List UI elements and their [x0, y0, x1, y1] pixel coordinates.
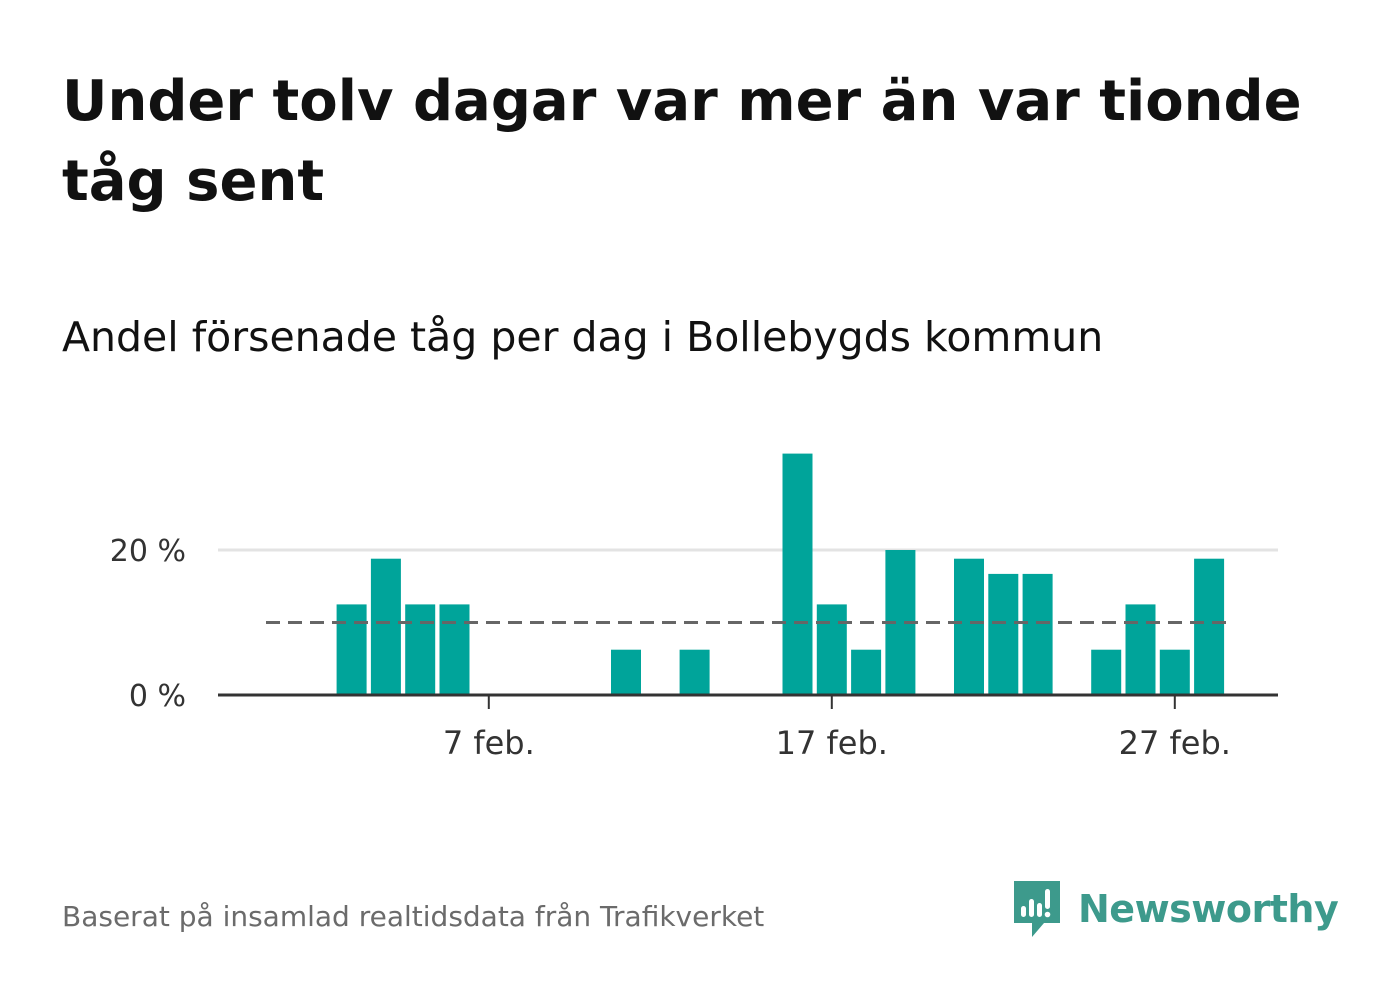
bar [1159, 649, 1190, 695]
bar [988, 573, 1019, 695]
bar [1125, 604, 1156, 695]
y-tick-label: 0 % [129, 679, 186, 714]
bar [1091, 649, 1122, 695]
newsworthy-logo-icon [1014, 881, 1060, 937]
x-tick-label: 17 feb. [776, 724, 888, 762]
bar [439, 604, 470, 695]
brand-name: Newsworthy [1078, 887, 1339, 931]
bar-chart: 0 % 20 % 7 feb. 17 feb. 27 feb. [110, 453, 1278, 762]
source-note: Baserat på insamlad realtidsdata från Tr… [62, 900, 765, 933]
bar [611, 649, 641, 695]
brand-logo: Newsworthy [1012, 879, 1339, 939]
x-tick-label: 27 feb. [1119, 724, 1231, 762]
bar [954, 558, 984, 695]
chart-title: Under tolv dagar var mer än var tionde t… [62, 69, 1302, 214]
y-tick-label: 20 % [110, 534, 186, 569]
bar [816, 604, 847, 695]
x-tick-label: 7 feb. [443, 724, 535, 762]
bar [336, 604, 367, 695]
y-axis-ticks: 0 % 20 % [110, 534, 186, 714]
bar [405, 604, 436, 695]
chart-subtitle: Andel försenade tåg per dag i Bollebygds… [62, 313, 1104, 361]
bar [851, 649, 882, 695]
x-axis-ticks: 7 feb. 17 feb. 27 feb. [443, 695, 1231, 762]
bar [679, 649, 710, 695]
bar [1194, 558, 1225, 695]
bars [336, 453, 1225, 695]
bar [782, 453, 813, 695]
bar [1022, 573, 1053, 695]
bar [370, 558, 401, 695]
